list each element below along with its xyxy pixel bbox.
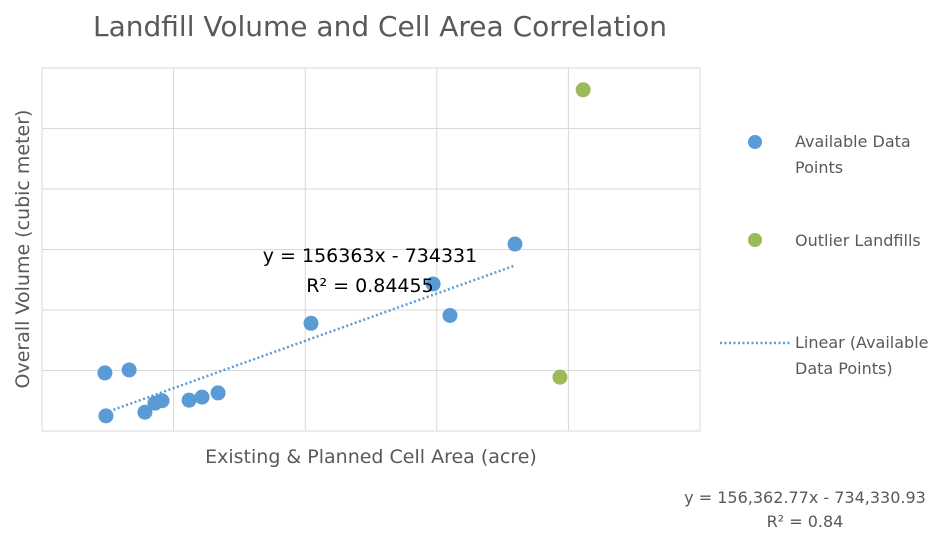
legend-label: Linear (Available Data Points) <box>795 333 929 378</box>
x-axis-title: Existing & Planned Cell Area (acre) <box>205 446 537 468</box>
legend-marker <box>748 233 762 247</box>
point <box>194 389 210 405</box>
trend-equation: y = 156363x - 734331 <box>263 245 477 267</box>
point <box>442 307 458 323</box>
legend-marker <box>748 135 762 149</box>
trend-r2: R² = 0.84455 <box>306 275 433 297</box>
point <box>97 365 113 381</box>
y-axis-title: Overall Volume (cubic meter) <box>12 110 34 389</box>
annotation: y = 156,362.77x - 734,330.93 <box>684 488 926 507</box>
point <box>552 369 568 385</box>
point <box>154 393 170 409</box>
point <box>121 362 137 378</box>
point <box>210 385 226 401</box>
plot-border <box>41 67 701 432</box>
point <box>425 276 441 292</box>
point <box>98 408 114 424</box>
legend-label: Outlier Landfills <box>795 231 921 250</box>
point <box>181 392 197 408</box>
point <box>303 315 319 331</box>
annotation: R² = 0.84 <box>767 512 844 531</box>
legend-label: Available Data Points <box>795 132 911 177</box>
point <box>575 82 591 98</box>
point <box>137 404 153 420</box>
trendline <box>104 264 516 415</box>
chart-title: Landfill Volume and Cell Area Correlatio… <box>93 10 667 43</box>
point <box>507 236 523 252</box>
